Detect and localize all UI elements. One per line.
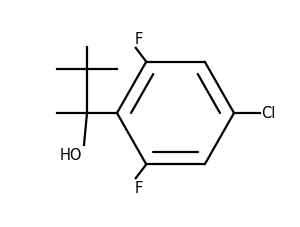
Text: F: F xyxy=(135,31,143,46)
Text: Cl: Cl xyxy=(261,106,275,121)
Text: HO: HO xyxy=(60,148,82,163)
Text: F: F xyxy=(135,181,143,196)
